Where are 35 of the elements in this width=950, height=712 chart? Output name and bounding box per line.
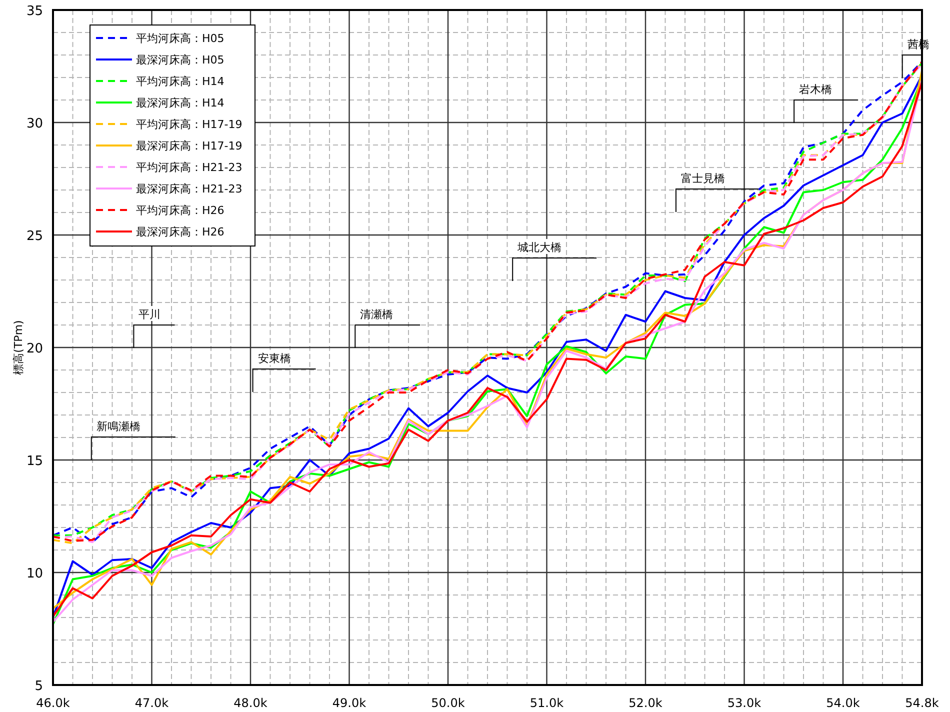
- legend-label: 最深河床高：H05: [136, 54, 224, 66]
- x-tick-label: 51.0k: [530, 696, 564, 710]
- x-tick-label: 54.0k: [826, 696, 860, 710]
- legend-label: 平均河床高：H26: [136, 204, 224, 217]
- legend-label: 最深河床高：H21-23: [136, 182, 242, 196]
- annotation: 岩木橋: [799, 83, 832, 96]
- legend-label: 平均河床高：H14: [136, 75, 224, 88]
- y-tick-label: 25: [26, 229, 43, 244]
- y-tick-label: 15: [26, 454, 43, 469]
- annotation: 清瀬橋: [360, 308, 394, 321]
- x-tick-label: 50.0k: [431, 696, 465, 710]
- x-tick-label: 53.0k: [727, 696, 762, 710]
- legend-label: 平均河床高：H21-23: [136, 161, 242, 174]
- y-tick-label: 10: [26, 566, 43, 582]
- legend-label: 最深河床高：H14: [136, 96, 224, 110]
- annotation: 富士見橋: [680, 172, 725, 185]
- x-tick-label: 46.0k: [36, 696, 70, 710]
- x-tick-label: 52.0k: [628, 696, 662, 710]
- x-tick-label: 49.0k: [332, 696, 366, 710]
- x-tick-label: 47.0k: [134, 696, 169, 710]
- y-tick-label: 20: [26, 342, 43, 356]
- annotation: 平川: [138, 308, 161, 321]
- y-tick-label: 5: [34, 679, 43, 694]
- y-tick-label: 30: [26, 116, 43, 132]
- x-tick-label: 48.0k: [234, 696, 268, 710]
- legend-label: 最深河床高：H17-19: [136, 140, 242, 152]
- annotation: 新鳴瀬橋: [96, 420, 140, 433]
- y-tick-label: 35: [26, 4, 43, 19]
- y-axis-title: 標高(TPm): [12, 320, 25, 375]
- legend-label: 平均河床高：H05: [136, 32, 224, 45]
- legend-label: 最深河床高：H26: [136, 226, 224, 238]
- annotation: 安東橋: [258, 352, 291, 365]
- annotation: 城北大橋: [516, 241, 562, 254]
- x-tick-label: 54.8k: [905, 696, 939, 710]
- legend-label: 平均河床高：H17-19: [136, 118, 242, 131]
